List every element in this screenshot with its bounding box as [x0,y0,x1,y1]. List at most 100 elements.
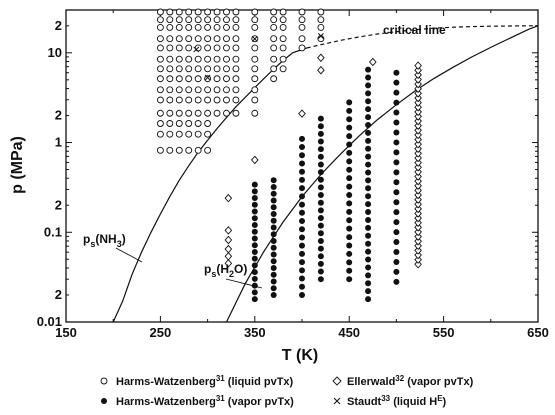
legend-note: (vapor pvTx) [225,396,294,408]
marker-open-circle [166,8,174,16]
marker-open-circle [232,8,240,16]
marker-filled-circle [365,209,372,216]
marker-open-diamond [414,102,422,112]
marker-filled-circle [346,276,353,283]
marker-open-circle [232,75,240,83]
y-tick-label: 2 [55,18,62,33]
marker-open-circle [204,146,212,154]
marker-open-diamond [414,223,422,232]
marker-open-circle [213,86,221,94]
marker-filled-circle [365,240,372,247]
marker-open-diamond [414,181,422,191]
marker-open-circle [279,55,287,63]
legend-name: Ellerwald [347,376,395,388]
marker-filled-circle [270,264,277,271]
marker-filled-circle [365,90,372,97]
marker-filled-circle [393,149,400,156]
marker-open-circle [156,16,164,24]
marker-open-circle [194,130,202,138]
marker-open-circle [156,146,164,154]
legend-marker-cross [333,397,341,405]
marker-open-diamond [414,126,422,135]
marker-open-circle [156,35,164,43]
marker-filled-circle [317,222,324,229]
marker-filled-circle [393,199,400,206]
marker-open-circle [185,120,193,127]
marker-open-diamond [414,65,422,75]
marker-open-circle [317,16,325,24]
marker-open-diamond [224,244,233,254]
marker-filled-circle [270,204,277,211]
marker-filled-circle [270,244,277,251]
marker-open-circle [270,16,278,24]
marker-open-diamond [414,112,422,121]
marker-filled-circle [251,195,258,202]
marker-filled-circle [299,135,305,142]
marker-open-circle [279,35,287,43]
marker-open-circle [213,8,221,16]
marker-open-circle [204,16,212,24]
marker-open-circle [232,109,240,117]
marker-filled-circle [365,264,372,271]
marker-open-circle [156,109,164,117]
marker-open-circle [204,96,212,104]
marker-open-diamond [414,190,422,200]
marker-open-circle [298,16,306,24]
marker-open-diamond [414,209,422,218]
marker-filled-circle [299,209,305,216]
marker-filled-circle [299,267,305,274]
marker-filled-circle [365,272,372,279]
marker-open-circle [204,44,212,52]
marker-filled-circle [317,199,324,206]
y-tick-label: 2 [55,197,62,212]
marker-open-diamond [414,93,422,103]
ps-h2o-sub: s [211,269,216,279]
marker-open-circle [156,44,164,52]
legend-label: Harms-Watzenberg31 (liquid pvTx) [116,374,294,388]
marker-open-circle [232,65,240,73]
ps-nh3-p: p [83,232,90,246]
marker-open-circle [166,35,174,43]
marker-open-circle [270,23,278,31]
marker-open-circle [166,55,174,63]
marker-filled-circle [393,239,400,246]
marker-open-circle [232,96,240,104]
marker-open-diamond [414,204,422,214]
ps-h2o-leader [225,278,263,289]
marker-open-circle [185,23,193,31]
marker-filled-circle [365,74,372,81]
marker-open-diamond [317,65,325,75]
marker-filled-circle [317,207,324,214]
marker-open-circle [223,23,230,31]
marker-open-circle [185,130,193,138]
marker-open-circle [223,44,230,52]
marker-open-circle [156,8,164,16]
marker-filled-circle [346,124,353,131]
marker-open-circle [175,44,183,52]
marker-open-circle [156,120,164,127]
marker-open-circle [194,86,202,94]
marker-filled-circle [299,193,305,200]
marker-open-circle [232,23,240,31]
marker-open-circle [213,23,221,31]
marker-open-circle [175,120,183,127]
marker-filled-circle [346,200,353,207]
marker-filled-circle [317,214,324,221]
y-tick-label: 0.1 [44,224,62,239]
marker-open-diamond [298,109,306,118]
legend-label: Ellerwald32 (vapor pvTx) [347,374,474,388]
marker-filled-circle [251,215,258,222]
marker-filled-circle [299,234,305,241]
marker-open-circle [213,16,221,24]
marker-open-diamond [414,250,422,260]
marker-cross [251,35,258,42]
marker-filled-circle [270,231,277,238]
ps-h2o-end: O) [234,262,247,276]
marker-filled-circle [317,184,324,191]
marker-open-circle [156,65,164,73]
marker-open-circle [251,23,259,31]
marker-open-diamond [414,139,422,149]
marker-cross [193,46,200,53]
marker-filled-circle [365,98,372,105]
marker-open-circle [251,16,259,24]
